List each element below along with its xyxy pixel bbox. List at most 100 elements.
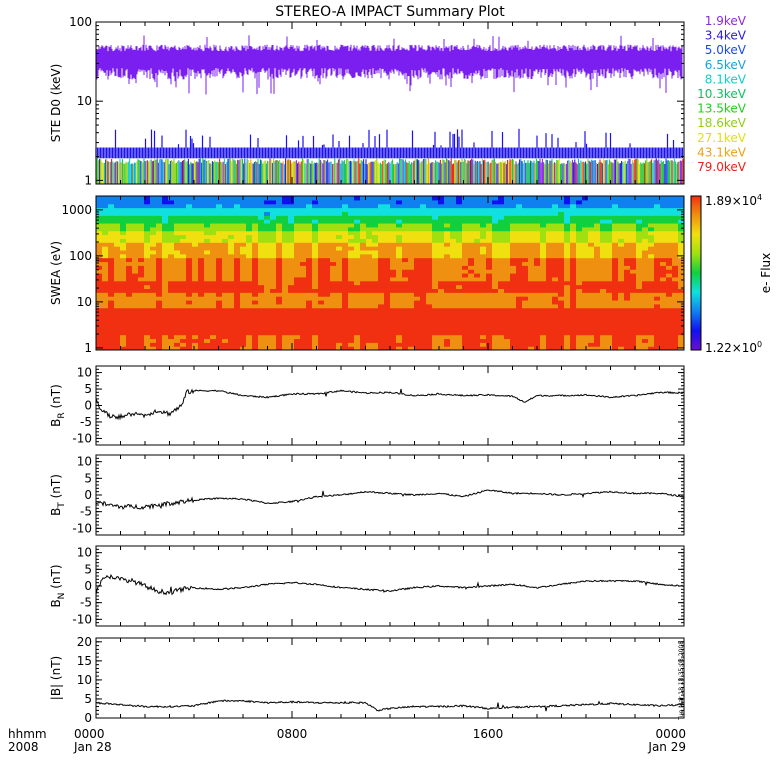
swea-cell bbox=[384, 226, 391, 232]
swea-cell bbox=[504, 203, 511, 209]
swea-cell bbox=[498, 303, 505, 309]
swea-cell bbox=[522, 346, 529, 350]
swea-cell bbox=[576, 323, 583, 328]
swea-cell bbox=[432, 288, 439, 293]
swea-cell bbox=[300, 234, 307, 239]
swea-cell bbox=[180, 226, 187, 232]
swea-cell bbox=[222, 342, 229, 347]
swea-cell bbox=[546, 269, 553, 274]
swea-cell bbox=[492, 242, 499, 247]
swea-cell bbox=[240, 284, 247, 289]
ste-ytick-label: 100 bbox=[69, 15, 92, 29]
swea-cell bbox=[120, 261, 127, 266]
swea-cell bbox=[102, 342, 109, 347]
swea-cell bbox=[474, 219, 481, 224]
swea-cell bbox=[522, 284, 529, 289]
swea-cell bbox=[132, 273, 139, 278]
swea-cell bbox=[324, 261, 331, 266]
swea-cell bbox=[198, 226, 205, 232]
swea-cell bbox=[150, 296, 157, 301]
swea-cell bbox=[468, 311, 475, 316]
swea-cell bbox=[198, 222, 205, 228]
swea-cell bbox=[582, 319, 589, 324]
swea-cell bbox=[240, 342, 247, 347]
swea-cell bbox=[366, 199, 373, 205]
swea-cell bbox=[348, 226, 355, 232]
swea-cell bbox=[474, 276, 481, 282]
swea-cell bbox=[444, 338, 451, 343]
swea-cell bbox=[354, 346, 361, 350]
swea-cell bbox=[360, 257, 367, 263]
swea-cell bbox=[516, 319, 523, 324]
swea-cell bbox=[162, 246, 169, 251]
swea-cell bbox=[420, 292, 427, 297]
swea-cell bbox=[264, 288, 271, 293]
swea-cell bbox=[444, 249, 451, 255]
swea-cell bbox=[546, 315, 553, 320]
swea-cell bbox=[414, 338, 421, 343]
swea-cell bbox=[108, 203, 115, 209]
swea-cell bbox=[228, 265, 235, 270]
swea-cell bbox=[420, 199, 427, 205]
swea-cell bbox=[246, 257, 253, 263]
swea-cell bbox=[570, 330, 577, 336]
swea-cell bbox=[246, 311, 253, 316]
swea-cell bbox=[282, 234, 289, 239]
swea-cell bbox=[228, 296, 235, 301]
swea-cell bbox=[240, 338, 247, 343]
swea-cell bbox=[198, 311, 205, 316]
swea-cell bbox=[594, 292, 601, 297]
swea-cell bbox=[324, 307, 331, 313]
swea-cell bbox=[402, 196, 409, 201]
swea-cell bbox=[282, 238, 289, 243]
swea-cell bbox=[396, 203, 403, 209]
swea-cell bbox=[552, 338, 559, 343]
swea-cell bbox=[576, 238, 583, 243]
swea-cell bbox=[246, 292, 253, 297]
swea-cell bbox=[294, 292, 301, 297]
swea-cell bbox=[186, 211, 193, 216]
swea-cell bbox=[156, 338, 163, 343]
swea-cell bbox=[144, 303, 151, 309]
swea-cell bbox=[516, 215, 523, 220]
swea-cell bbox=[594, 203, 601, 209]
swea-cell bbox=[96, 199, 103, 205]
swea-cell bbox=[462, 330, 469, 336]
swea-cell bbox=[168, 230, 175, 236]
swea-cell bbox=[102, 319, 109, 324]
swea-cell bbox=[504, 215, 511, 220]
swea-cell bbox=[156, 219, 163, 224]
swea-cell bbox=[546, 338, 553, 343]
swea-cell bbox=[324, 326, 331, 332]
swea-cell bbox=[474, 334, 481, 340]
swea-cell bbox=[216, 307, 223, 313]
swea-cell bbox=[480, 296, 487, 301]
swea-cell bbox=[210, 276, 217, 282]
swea-cell bbox=[408, 307, 415, 313]
swea-cell bbox=[480, 249, 487, 255]
swea-cell bbox=[126, 246, 133, 251]
swea-cell bbox=[138, 292, 145, 297]
swea-cell bbox=[198, 234, 205, 239]
swea-cell bbox=[312, 253, 319, 259]
swea-cell bbox=[222, 230, 229, 236]
swea-cell bbox=[192, 284, 199, 289]
swea-cell bbox=[174, 299, 181, 305]
swea-cell bbox=[402, 261, 409, 266]
swea-cell bbox=[330, 330, 337, 336]
swea-cell bbox=[600, 211, 607, 216]
swea-cell bbox=[324, 238, 331, 243]
swea-cell bbox=[414, 238, 421, 243]
swea-cell bbox=[210, 234, 217, 239]
swea-cell bbox=[594, 307, 601, 313]
swea-cell bbox=[570, 253, 577, 259]
swea-cell bbox=[156, 203, 163, 209]
swea-cell bbox=[600, 199, 607, 205]
swea-cell bbox=[120, 342, 127, 347]
swea-cell bbox=[102, 338, 109, 343]
swea-cell bbox=[444, 234, 451, 239]
swea-cell bbox=[330, 196, 337, 201]
swea-cell bbox=[150, 338, 157, 343]
swea-cell bbox=[366, 280, 373, 286]
swea-cell bbox=[258, 280, 265, 286]
